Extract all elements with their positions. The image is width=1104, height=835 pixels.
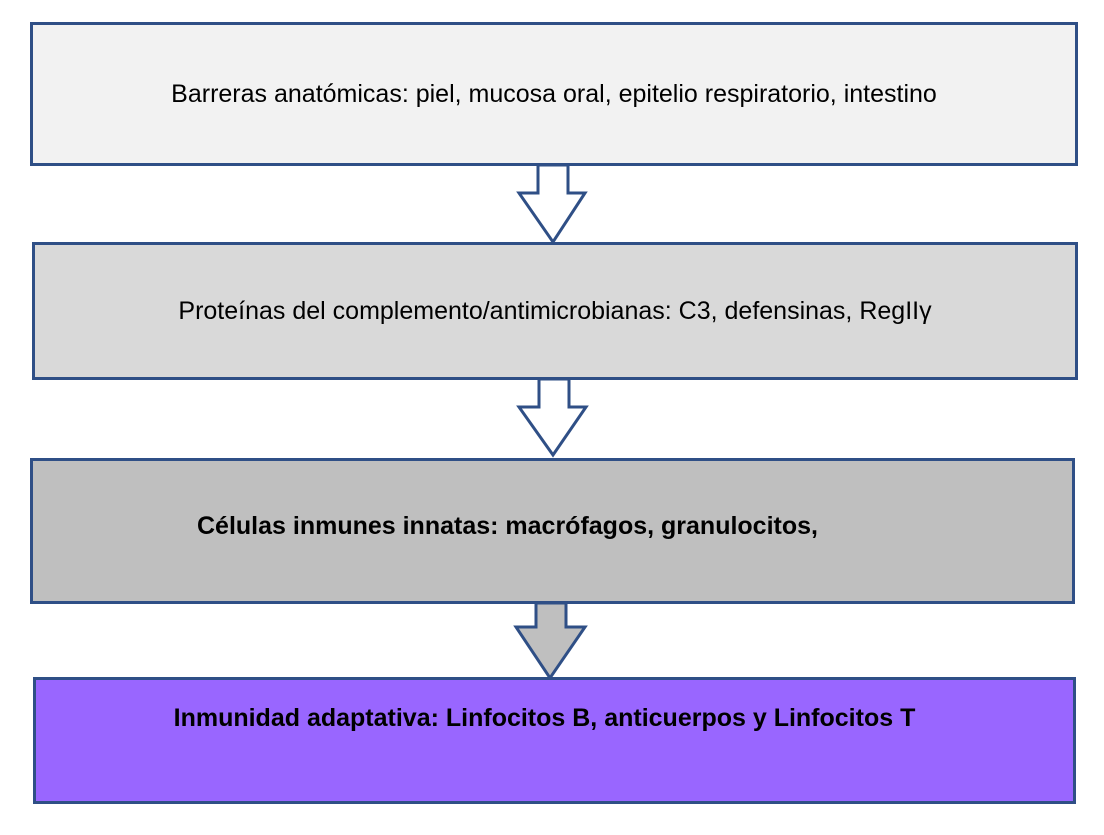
box-innate-immune-cells: Células inmunes innatas: macrófagos, gra… <box>30 458 1075 604</box>
box-anatomical-barriers: Barreras anatómicas: piel, mucosa oral, … <box>30 22 1078 166</box>
box-complement-proteins-text: Proteínas del complemento/antimicrobiana… <box>178 296 932 325</box>
box-adaptive-immunity: Inmunidad adaptativa: Linfocitos B, anti… <box>33 677 1076 804</box>
down-arrow-1 <box>516 163 588 245</box>
box-innate-immune-cells-text: Células inmunes innatas: macrófagos, gra… <box>197 511 818 540</box>
down-arrow-3 <box>513 601 588 681</box>
box-anatomical-barriers-text: Barreras anatómicas: piel, mucosa oral, … <box>171 79 937 108</box>
box-complement-proteins: Proteínas del complemento/antimicrobiana… <box>32 242 1078 380</box>
box-adaptive-immunity-text: Inmunidad adaptativa: Linfocitos B, anti… <box>173 704 916 732</box>
down-arrow-2 <box>516 377 589 458</box>
